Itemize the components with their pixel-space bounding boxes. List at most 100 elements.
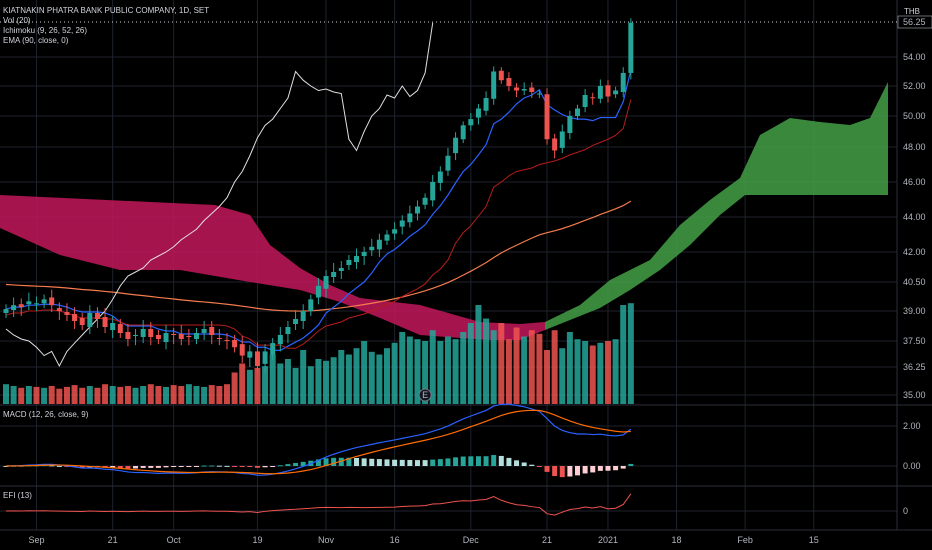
time-tick-label: 15: [809, 535, 819, 545]
volume-bar: [444, 336, 451, 404]
volume-bar: [361, 341, 368, 404]
volume-bar: [25, 386, 32, 404]
volume-bar: [163, 386, 170, 404]
candle-body: [597, 86, 603, 99]
time-tick-label: Dec: [463, 535, 480, 545]
macd-hist-bar: [354, 457, 360, 466]
price-tick-label: 42.00: [903, 247, 926, 257]
volume-bar: [231, 372, 238, 404]
macd-hist-bar: [171, 466, 177, 468]
macd-hist-bar: [56, 465, 62, 467]
macd-hist-bar: [376, 459, 382, 466]
volume-bar: [422, 341, 429, 404]
macd-hist-bar: [536, 466, 542, 467]
macd-hist-bar: [590, 466, 596, 473]
time-tick-label: 19: [252, 535, 262, 545]
time-tick-label: Oct: [167, 535, 182, 545]
earnings-marker: E: [418, 388, 432, 402]
macd-hist-bar: [552, 466, 558, 477]
macd-hist-bar: [361, 458, 367, 466]
volume-legend[interactable]: Vol (20): [3, 16, 31, 25]
candle-body: [483, 98, 489, 111]
candle-body: [399, 220, 405, 227]
time-tick-label: 21: [542, 535, 552, 545]
volume-bar: [399, 332, 406, 404]
volume-bar: [574, 339, 581, 404]
volume-bar: [429, 330, 436, 404]
signal-line: [5, 409, 631, 475]
ema-90-line: [5, 200, 632, 312]
volume-bar: [170, 385, 177, 404]
candle-body: [293, 319, 299, 324]
candle-body: [536, 93, 542, 95]
volume-bar: [460, 332, 467, 404]
price-tick-label: 48.00: [903, 142, 926, 152]
candle-body: [194, 333, 199, 339]
volume-bar: [155, 386, 162, 404]
candle-body: [94, 313, 100, 319]
candle-body: [148, 329, 154, 337]
volume-bar: [536, 333, 543, 404]
candles: [3, 18, 634, 373]
macd-hist-bar: [620, 466, 626, 469]
macd-legend[interactable]: MACD (12, 26, close, 9): [3, 410, 89, 419]
macd-hist-bar: [49, 465, 55, 467]
macd-hist-bar: [567, 466, 573, 477]
candle-body: [384, 234, 390, 241]
macd-hist-bar: [262, 466, 268, 468]
macd-hist-bar: [445, 458, 451, 466]
candle-body: [445, 155, 451, 171]
macd-tick-label: 0.00: [903, 461, 921, 471]
macd-hist-bar: [399, 459, 405, 466]
volume-bar: [208, 385, 215, 404]
macd-hist-bar: [201, 465, 207, 467]
macd-hist-bar: [437, 459, 443, 466]
candle-body: [514, 87, 520, 91]
ema-legend[interactable]: EMA (90, close, 0): [3, 36, 69, 45]
volume-bar: [262, 366, 269, 404]
candle-body: [544, 94, 550, 140]
ichimoku-legend[interactable]: Ichimoku (9, 26, 52, 26): [3, 26, 88, 35]
currency-label: THB: [904, 7, 920, 16]
candle-body: [491, 71, 497, 99]
time-tick-label: 2021: [598, 535, 618, 545]
macd-hist-bar: [64, 466, 70, 467]
volume-bar: [620, 305, 627, 404]
candle-body: [201, 329, 207, 333]
macd-hist-bar: [575, 466, 580, 476]
volume-bar: [223, 384, 230, 404]
macd-hist-bar: [216, 465, 222, 467]
candle-body: [376, 239, 382, 250]
ichimoku-cloud: [0, 82, 888, 340]
candle-body: [3, 309, 9, 313]
price-badge-text: 56.25: [903, 17, 926, 27]
volume-bar: [109, 386, 116, 404]
volume-bar: [300, 350, 307, 404]
macd-tick-label: 2.00: [903, 421, 921, 431]
price-badge-box: [897, 15, 932, 29]
candle-body: [529, 87, 535, 92]
candle-body: [475, 108, 481, 118]
candle-body: [41, 299, 47, 304]
efi-legend[interactable]: EFI (13): [3, 491, 32, 500]
candle-body: [437, 171, 443, 183]
volume-bar: [513, 327, 520, 404]
candle-body: [369, 246, 375, 251]
candle-body: [620, 72, 626, 92]
volume-bar: [277, 363, 284, 404]
volume-bar: [528, 330, 535, 404]
bearish-cloud: [0, 195, 545, 340]
volume-bar: [353, 348, 360, 404]
volume-bar: [505, 339, 512, 404]
volume-bar: [124, 386, 131, 404]
candle-body: [521, 89, 527, 91]
candle-body: [232, 340, 238, 348]
macd-hist-bar: [491, 455, 497, 466]
macd-line: [5, 403, 632, 476]
bullish-cloud: [545, 82, 888, 330]
price-tick-label: 39.00: [903, 306, 926, 316]
volume-bar: [3, 384, 9, 404]
volume-bar: [246, 369, 253, 404]
candle-body: [209, 327, 215, 335]
